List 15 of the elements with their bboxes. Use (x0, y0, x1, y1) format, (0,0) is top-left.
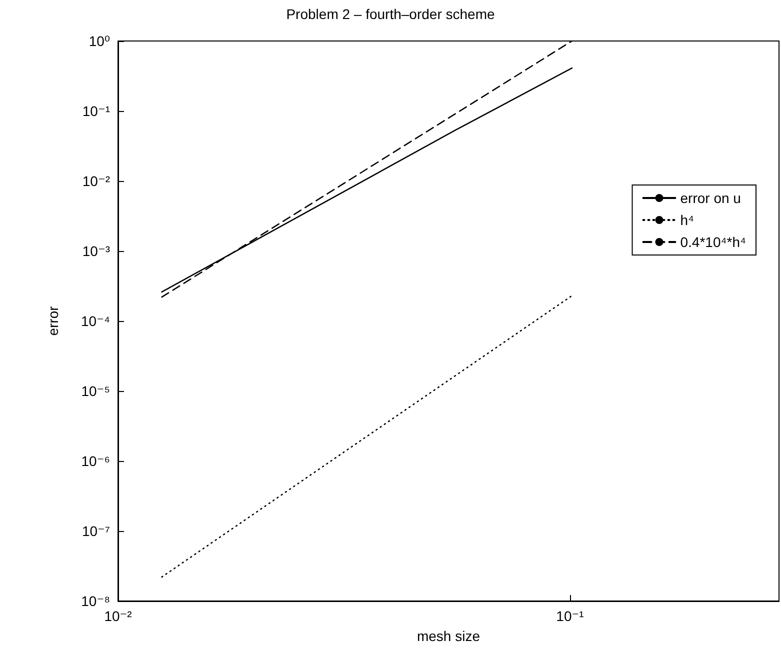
x-axis-title: mesh size (416, 628, 480, 644)
chart-title: Problem 2 – fourth–order scheme (286, 6, 495, 22)
legend-label: error on u (680, 190, 741, 206)
y-tick-label: 10⁻⁷ (82, 523, 110, 539)
y-tick-label: 10⁻² (82, 173, 110, 189)
y-axis-title: error (45, 306, 61, 336)
y-tick-label: 10⁻¹ (82, 103, 110, 119)
legend-label: h⁴ (680, 212, 694, 228)
y-tick-label: 10⁻³ (82, 243, 110, 259)
y-tick-label: 10⁻⁴ (81, 313, 110, 329)
y-tick-label: 10⁻⁸ (81, 593, 110, 609)
legend-label: 0.4*10⁴*h⁴ (680, 234, 746, 250)
y-tick-label: 10⁻⁵ (81, 383, 110, 399)
y-tick-label: 10⁻⁶ (81, 453, 110, 469)
y-tick-label: 10⁰ (88, 33, 110, 49)
